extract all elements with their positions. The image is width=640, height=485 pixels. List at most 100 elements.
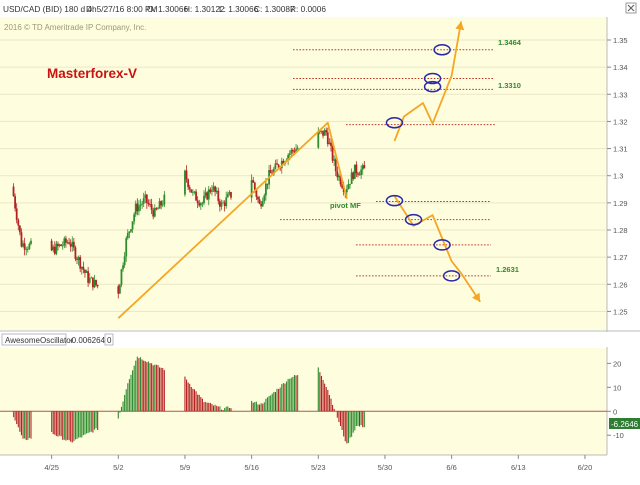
candle: [23, 237, 26, 256]
candle-body: [223, 202, 226, 207]
symbol-label[interactable]: USD/CAD (BID) 180 d 4h: [3, 4, 97, 14]
close-icon[interactable]: [625, 2, 637, 14]
candles: [12, 127, 366, 299]
candle-body: [153, 208, 156, 217]
level-label-1: 1.3464: [498, 38, 522, 47]
candle-body: [345, 189, 348, 193]
candle: [195, 189, 197, 201]
target-circle: [442, 270, 461, 282]
oscillator-name[interactable]: AwesomeOscillator: [5, 336, 74, 345]
candle: [12, 183, 15, 197]
candle: [153, 204, 156, 218]
candle: [65, 235, 67, 248]
target-circle: [423, 80, 442, 93]
candle: [69, 239, 72, 252]
candle-body: [266, 183, 269, 185]
candle-body: [141, 203, 143, 205]
candle: [22, 240, 24, 248]
candle: [82, 261, 85, 274]
candle-body: [199, 203, 202, 206]
candle-body: [198, 203, 201, 206]
candle-body: [139, 204, 142, 206]
candle-body: [133, 214, 136, 222]
candle-body: [333, 159, 336, 161]
candle-body: [330, 142, 332, 146]
candle-body: [277, 164, 280, 168]
candle-body: [12, 186, 15, 197]
candle: [252, 176, 255, 183]
candle: [203, 190, 205, 206]
candle-body: [57, 243, 59, 247]
candle-body: [150, 204, 153, 210]
candle-body: [260, 203, 263, 207]
candle: [223, 200, 226, 212]
candle: [88, 273, 91, 285]
candle-body: [347, 184, 350, 190]
candle-body: [74, 247, 77, 259]
candle-body: [134, 203, 137, 215]
candle: [204, 187, 207, 199]
candle: [220, 199, 223, 210]
price-tick-label: 1.31: [613, 145, 628, 154]
candle: [322, 130, 324, 139]
candle-body: [17, 219, 20, 226]
candle: [150, 198, 153, 215]
candle: [58, 243, 61, 248]
candle-body: [80, 266, 83, 269]
datetime-readout: D: 5/27/16 8:00 PM: [86, 4, 158, 14]
candle-body: [76, 258, 78, 260]
candle: [79, 255, 82, 273]
candle: [347, 179, 350, 190]
candle: [361, 163, 364, 175]
oscillator-name-box[interactable]: [1, 333, 67, 346]
candle-body: [79, 257, 82, 269]
candle-body: [258, 199, 261, 204]
candle: [149, 199, 151, 208]
date-tick-label: 5/16: [244, 463, 259, 472]
candle-body: [117, 286, 120, 294]
candle-body: [50, 240, 53, 251]
candle-body: [190, 189, 193, 193]
candle-body: [138, 205, 140, 212]
candle: [118, 283, 121, 294]
candle-body: [66, 242, 69, 244]
candle: [145, 194, 148, 209]
oscillator-tick-label: 0: [613, 407, 617, 416]
candle-body: [211, 190, 213, 192]
candle-body: [295, 149, 297, 153]
candle: [123, 251, 126, 268]
candle: [228, 190, 231, 196]
candle: [61, 241, 64, 250]
projection-up-arrowhead: [455, 21, 465, 31]
candle: [336, 166, 339, 181]
candle: [144, 190, 147, 204]
candle: [214, 185, 217, 197]
candle: [125, 236, 128, 262]
close-readout: C: 1.30087: [254, 4, 295, 14]
candle: [128, 231, 131, 239]
candle: [193, 190, 196, 195]
candle-body: [331, 145, 334, 161]
candle: [163, 191, 166, 208]
candle: [333, 155, 336, 166]
candle-body: [58, 244, 61, 247]
candle-body: [252, 180, 255, 183]
candle-body: [282, 160, 285, 165]
candle-body: [14, 196, 17, 209]
candle-body: [341, 184, 343, 188]
candle-body: [363, 165, 366, 169]
candle: [261, 197, 264, 207]
oscillator-panel[interactable]: [0, 348, 607, 455]
oscillator-value-badge: -6.2646: [609, 418, 640, 429]
candle: [60, 244, 63, 247]
candle-body: [209, 189, 212, 192]
candle: [328, 138, 331, 145]
candle-body: [257, 196, 259, 200]
oscillator-header: AwesomeOscillator -0.0062646 0: [0, 332, 640, 347]
price-tick-label: 1.27: [613, 253, 628, 262]
candle-body: [126, 232, 129, 239]
price-panel[interactable]: [0, 17, 607, 330]
level-label-2: 1.3310: [498, 81, 521, 90]
candle: [266, 183, 269, 190]
